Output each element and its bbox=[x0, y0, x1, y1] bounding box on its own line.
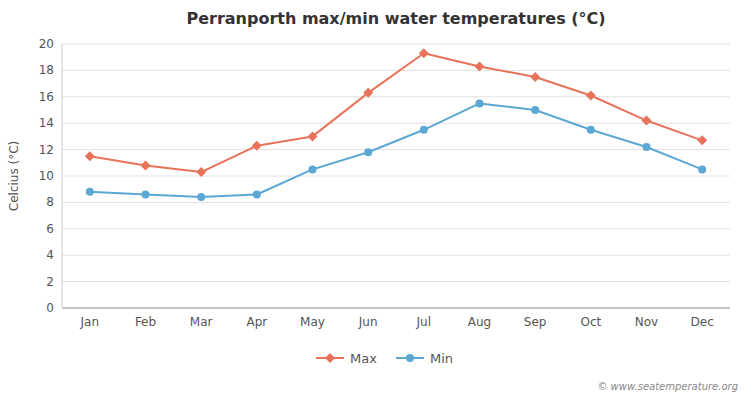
point bbox=[253, 190, 261, 198]
grid-line bbox=[62, 255, 730, 256]
axis-label: Celcius (°C) bbox=[7, 141, 21, 211]
y-axis-line bbox=[62, 44, 63, 308]
tick-label: Aug bbox=[468, 315, 491, 329]
legend-marker bbox=[406, 354, 414, 362]
point bbox=[363, 88, 373, 98]
point bbox=[475, 61, 485, 71]
point bbox=[141, 160, 151, 170]
legend-label: Min bbox=[430, 351, 453, 366]
tick-label: Oct bbox=[580, 315, 601, 329]
point bbox=[196, 167, 206, 177]
tick-label: Apr bbox=[246, 315, 267, 329]
point bbox=[142, 190, 150, 198]
tick-label: 20 bbox=[39, 37, 54, 51]
tick-label: 0 bbox=[46, 301, 54, 315]
series bbox=[85, 48, 707, 177]
line bbox=[90, 103, 702, 197]
point bbox=[420, 126, 428, 134]
grid-line bbox=[62, 281, 730, 282]
point bbox=[698, 165, 706, 173]
point bbox=[197, 193, 205, 201]
tick-label: 8 bbox=[46, 195, 54, 209]
point bbox=[642, 116, 652, 126]
tick-label: 14 bbox=[39, 116, 54, 130]
grid-line bbox=[62, 44, 730, 45]
point bbox=[308, 131, 318, 141]
tick-label: 6 bbox=[46, 222, 54, 236]
tick-label: Mar bbox=[190, 315, 213, 329]
point bbox=[476, 99, 484, 107]
grid-line bbox=[62, 70, 730, 71]
point bbox=[586, 90, 596, 100]
tick-label: May bbox=[300, 315, 325, 329]
grid-line bbox=[62, 149, 730, 150]
grid-line bbox=[62, 176, 730, 177]
point bbox=[587, 126, 595, 134]
point bbox=[86, 188, 94, 196]
tick-label: Nov bbox=[635, 315, 658, 329]
tick-label: 10 bbox=[39, 169, 54, 183]
line bbox=[90, 53, 702, 172]
tick-label: 12 bbox=[39, 143, 54, 157]
tick-label: Sep bbox=[524, 315, 547, 329]
legend-label: Max bbox=[350, 351, 377, 366]
tick-label: Jan bbox=[80, 315, 100, 329]
tick-label: Feb bbox=[135, 315, 156, 329]
grid-line bbox=[62, 308, 730, 309]
tick-label: 16 bbox=[39, 90, 54, 104]
grid-line bbox=[62, 123, 730, 124]
series bbox=[86, 99, 706, 201]
chart: Perranporth max/min water temperatures (… bbox=[0, 0, 750, 400]
grid-line bbox=[62, 96, 730, 97]
grid-line bbox=[62, 228, 730, 229]
point bbox=[530, 72, 540, 82]
legend: Max Min bbox=[316, 351, 453, 366]
annotation: © www.seatemperature.org bbox=[597, 381, 738, 392]
tick-label: Dec bbox=[691, 315, 714, 329]
point bbox=[419, 48, 429, 58]
tick-label: Jun bbox=[358, 315, 378, 329]
grid-line bbox=[62, 202, 730, 203]
point bbox=[252, 141, 262, 151]
point bbox=[309, 165, 317, 173]
x-axis: Jan Feb Mar Apr May Jun Jul Aug Sep Oct Nov Dec bbox=[80, 315, 714, 329]
point bbox=[697, 135, 707, 145]
point bbox=[531, 106, 539, 114]
point bbox=[85, 151, 95, 161]
plot-area bbox=[85, 48, 707, 201]
tick-label: 2 bbox=[46, 275, 54, 289]
x-axis-line bbox=[62, 308, 730, 309]
y-axis: 0 2 4 6 8 10 12 14 16 18 20 bbox=[39, 37, 730, 315]
point bbox=[364, 148, 372, 156]
tick-label: Jul bbox=[416, 315, 431, 329]
legend-marker bbox=[325, 353, 335, 363]
tick-label: 18 bbox=[39, 63, 54, 77]
tick-label: 4 bbox=[46, 248, 54, 262]
title: Perranporth max/min water temperatures (… bbox=[186, 9, 605, 28]
point bbox=[643, 143, 651, 151]
